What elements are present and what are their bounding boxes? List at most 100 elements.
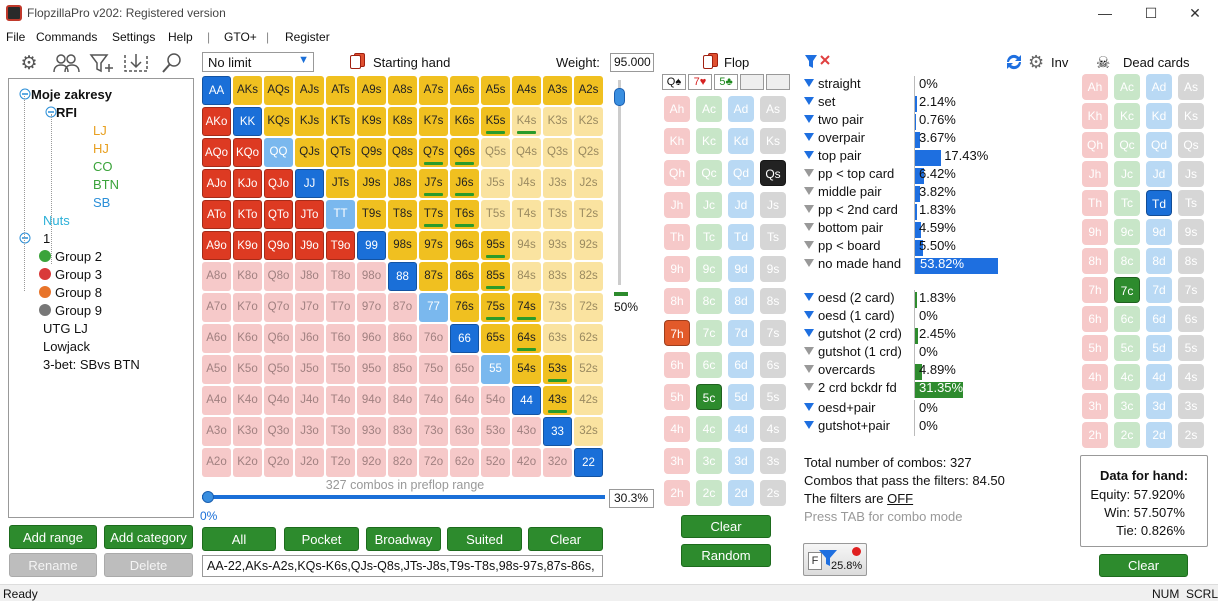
hand-cell[interactable]: TT bbox=[326, 200, 355, 229]
hand-cell[interactable]: 65s bbox=[481, 324, 510, 353]
filter-funnel-icon[interactable] bbox=[804, 241, 814, 249]
range-progress-slider[interactable] bbox=[202, 491, 605, 503]
game-type-select[interactable]: No limit ▼ bbox=[202, 52, 314, 72]
hand-cell[interactable]: 98s bbox=[388, 231, 417, 260]
hand-cell[interactable]: J6s bbox=[450, 169, 479, 198]
filter-funnel-icon[interactable] bbox=[804, 133, 814, 141]
card-3s[interactable]: 3s bbox=[1178, 393, 1204, 419]
card-Ac[interactable]: Ac bbox=[696, 96, 722, 122]
hand-cell[interactable]: Q2o bbox=[264, 448, 293, 477]
card-2s[interactable]: 2s bbox=[1178, 422, 1204, 448]
card-3s[interactable]: 3s bbox=[760, 448, 786, 474]
hand-cell[interactable]: J5o bbox=[295, 355, 324, 384]
tree-item[interactable]: Lowjack bbox=[43, 339, 90, 354]
card-Ts[interactable]: Ts bbox=[760, 224, 786, 250]
hand-cell[interactable]: 62o bbox=[450, 448, 479, 477]
weight-input[interactable]: 95.000 bbox=[610, 53, 654, 72]
card-4s[interactable]: 4s bbox=[760, 416, 786, 442]
hand-cell[interactable]: AQo bbox=[202, 138, 231, 167]
tree-item[interactable]: RFI bbox=[56, 105, 77, 120]
hand-cell[interactable]: J9o bbox=[295, 231, 324, 260]
card-Kh[interactable]: Kh bbox=[1082, 103, 1108, 129]
hand-cell[interactable]: T6o bbox=[326, 324, 355, 353]
card-2s[interactable]: 2s bbox=[760, 480, 786, 506]
card-3c[interactable]: 3c bbox=[1114, 393, 1140, 419]
hand-cell[interactable]: 75o bbox=[419, 355, 448, 384]
hand-cell[interactable]: JTs bbox=[326, 169, 355, 198]
hand-cell[interactable]: 74s bbox=[512, 293, 541, 322]
board-slot[interactable]: Q♠ bbox=[662, 74, 686, 90]
hand-cell[interactable]: J3s bbox=[543, 169, 572, 198]
hand-cell[interactable]: Q9o bbox=[264, 231, 293, 260]
hand-cell[interactable]: QTo bbox=[264, 200, 293, 229]
tree-item[interactable]: Nuts bbox=[43, 213, 70, 228]
hand-cell[interactable]: 73o bbox=[419, 417, 448, 446]
hand-cell[interactable]: 75s bbox=[481, 293, 510, 322]
filter-funnel-icon[interactable] bbox=[804, 151, 814, 159]
hand-cell[interactable]: 77 bbox=[419, 293, 448, 322]
tree-expander-icon[interactable] bbox=[45, 106, 57, 121]
card-Ad[interactable]: Ad bbox=[728, 96, 754, 122]
hand-cell[interactable]: T2s bbox=[574, 200, 603, 229]
hand-cell[interactable]: 42s bbox=[574, 386, 603, 415]
hand-cell[interactable]: Q2s bbox=[574, 138, 603, 167]
hand-cell[interactable]: A5s bbox=[481, 76, 510, 105]
hand-cell[interactable]: 97o bbox=[357, 293, 386, 322]
card-5d[interactable]: 5d bbox=[1146, 335, 1172, 361]
rename-button[interactable]: Rename bbox=[9, 553, 97, 577]
hand-cell[interactable]: J2s bbox=[574, 169, 603, 198]
hand-cell[interactable]: QJs bbox=[295, 138, 324, 167]
filter-funnel-icon[interactable] bbox=[804, 293, 814, 301]
card-5h[interactable]: 5h bbox=[1082, 335, 1108, 361]
card-7c[interactable]: 7c bbox=[1114, 277, 1140, 303]
board-slot[interactable] bbox=[740, 74, 764, 90]
tree-item[interactable]: HJ bbox=[93, 141, 109, 156]
hand-cell[interactable]: T5o bbox=[326, 355, 355, 384]
card-7h[interactable]: 7h bbox=[1082, 277, 1108, 303]
filter-funnel-icon[interactable] bbox=[804, 97, 814, 105]
hand-cell[interactable]: T4o bbox=[326, 386, 355, 415]
hand-cell[interactable]: 94o bbox=[357, 386, 386, 415]
hand-cell[interactable]: A3o bbox=[202, 417, 231, 446]
filter-funnel-icon[interactable] bbox=[804, 365, 814, 373]
stat-row[interactable]: pp < board bbox=[804, 238, 881, 253]
hand-cell[interactable]: 86s bbox=[450, 262, 479, 291]
hand-cell[interactable]: 32o bbox=[543, 448, 572, 477]
hand-cell[interactable]: QTs bbox=[326, 138, 355, 167]
hand-cell[interactable]: AA bbox=[202, 76, 231, 105]
hand-cell[interactable]: T7s bbox=[419, 200, 448, 229]
menu-commands[interactable]: Commands bbox=[36, 30, 98, 44]
card-2d[interactable]: 2d bbox=[728, 480, 754, 506]
tree-expander-icon[interactable] bbox=[19, 232, 31, 247]
hand-cell[interactable]: 64s bbox=[512, 324, 541, 353]
hand-cell[interactable]: A7s bbox=[419, 76, 448, 105]
hand-cell[interactable]: 63s bbox=[543, 324, 572, 353]
hand-cell[interactable]: 83o bbox=[388, 417, 417, 446]
stat-row[interactable]: overcards bbox=[804, 362, 875, 377]
hand-cell[interactable]: T3o bbox=[326, 417, 355, 446]
hand-cell[interactable]: 62s bbox=[574, 324, 603, 353]
tree-expander-icon[interactable] bbox=[19, 88, 31, 103]
menu-help[interactable]: Help bbox=[168, 30, 193, 44]
hand-cell[interactable]: J8s bbox=[388, 169, 417, 198]
hand-cell[interactable]: 76s bbox=[450, 293, 479, 322]
card-5h[interactable]: 5h bbox=[664, 384, 690, 410]
users-icon[interactable] bbox=[52, 52, 80, 76]
hand-cell[interactable]: 22 bbox=[574, 448, 603, 477]
tree-item[interactable]: Group 9 bbox=[39, 303, 102, 318]
hand-cell[interactable]: 96s bbox=[450, 231, 479, 260]
hand-cell[interactable]: K9o bbox=[233, 231, 262, 260]
filters-state-toggle[interactable]: OFF bbox=[887, 491, 914, 506]
card-Kc[interactable]: Kc bbox=[696, 128, 722, 154]
card-9s[interactable]: 9s bbox=[760, 256, 786, 282]
card-4d[interactable]: 4d bbox=[1146, 364, 1172, 390]
import-icon[interactable] bbox=[122, 52, 148, 76]
hand-cell[interactable]: Q7s bbox=[419, 138, 448, 167]
hand-cell[interactable]: QJo bbox=[264, 169, 293, 198]
card-2d[interactable]: 2d bbox=[1146, 422, 1172, 448]
delete-button[interactable]: Delete bbox=[104, 553, 193, 577]
hand-cell[interactable]: T7o bbox=[326, 293, 355, 322]
hand-cell[interactable]: Q8s bbox=[388, 138, 417, 167]
hand-cell[interactable]: KK bbox=[233, 107, 262, 136]
card-Kd[interactable]: Kd bbox=[1146, 103, 1172, 129]
